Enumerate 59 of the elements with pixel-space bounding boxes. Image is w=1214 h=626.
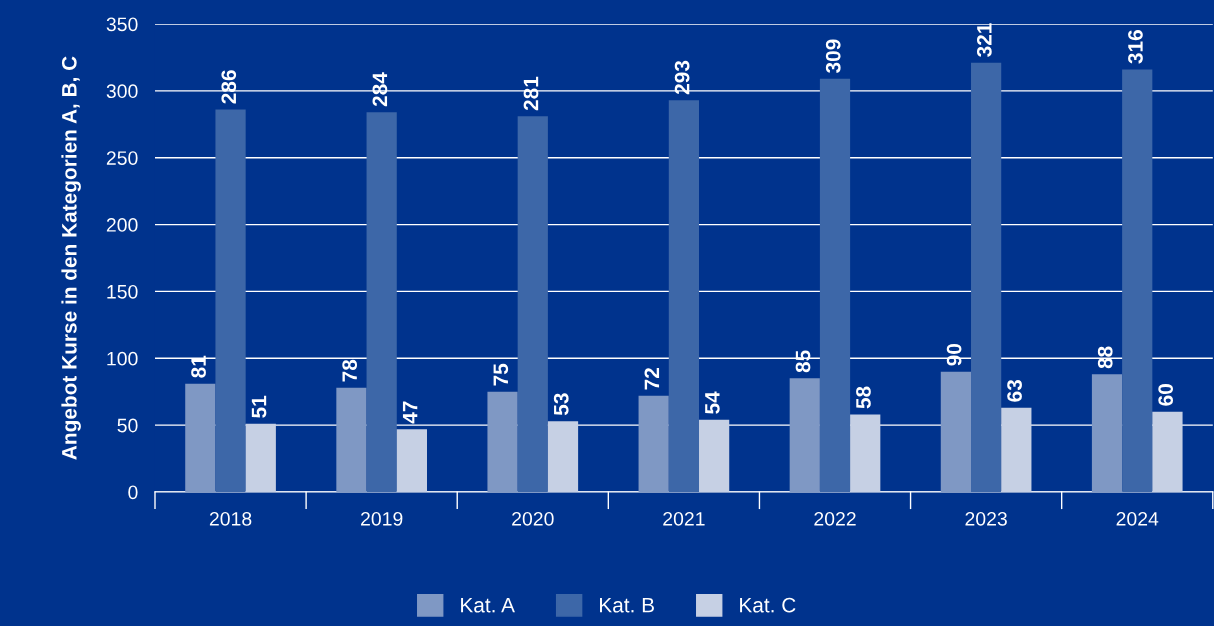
bar [1091, 374, 1123, 492]
data-label: 321 [976, 23, 992, 57]
x-tick-label: 2023 [965, 511, 1007, 526]
y-tick-label: 250 [106, 151, 138, 165]
x-tick-label: 2018 [209, 511, 252, 526]
data-label: 88 [1097, 346, 1113, 369]
bar [1152, 411, 1183, 492]
bar [185, 383, 216, 492]
bar [1122, 69, 1153, 492]
x-tick-label: 2022 [814, 511, 856, 526]
data-label: 54 [705, 391, 720, 414]
y-tick-label: 200 [106, 218, 138, 232]
bar [215, 109, 246, 492]
bar [699, 419, 730, 492]
data-label: 78 [342, 359, 358, 382]
bar [638, 395, 669, 492]
bar [789, 378, 820, 492]
data-label: 284 [372, 72, 388, 107]
data-label: 58 [856, 386, 871, 409]
bar [971, 62, 1002, 492]
x-tick-label: 2019 [361, 511, 403, 526]
data-label: 60 [1158, 384, 1174, 406]
legend-label: Kat. B [600, 597, 654, 613]
y-tick-label: 350 [106, 17, 138, 32]
data-label: 81 [191, 355, 206, 378]
x-tick-label: 2021 [663, 511, 705, 526]
y-tick-label: 50 [117, 418, 138, 433]
bar [336, 387, 367, 492]
bar [819, 78, 851, 492]
y-tick-label: 100 [107, 351, 138, 366]
bar [366, 112, 397, 492]
legend-label: Kat. A [461, 597, 515, 613]
data-label: 47 [402, 401, 418, 424]
data-label: 63 [1007, 379, 1022, 402]
y-tick-label: 300 [106, 84, 138, 99]
bar [517, 116, 548, 492]
legend-label: Kat. C [740, 597, 796, 613]
data-label: 293 [674, 60, 690, 95]
x-tick-label: 2024 [1116, 511, 1159, 526]
bar [1001, 407, 1032, 492]
data-label: 316 [1128, 30, 1143, 64]
bar [668, 100, 699, 492]
data-label: 75 [493, 363, 509, 386]
x-tick-label: 2020 [512, 511, 554, 526]
data-label: 309 [825, 39, 841, 73]
data-label: 281 [523, 76, 539, 111]
bar [850, 414, 881, 492]
y-axis-title: Angebot Kurse in den Kategorien A, B, C [61, 56, 81, 460]
bar [245, 423, 276, 492]
data-label: 53 [553, 393, 569, 416]
data-label: 286 [221, 70, 237, 104]
y-tick-label: 0 [128, 485, 138, 500]
data-label: 51 [251, 395, 267, 418]
y-tick-label: 150 [107, 284, 138, 299]
data-label: 72 [644, 368, 660, 390]
bar [396, 429, 427, 492]
bar [940, 371, 972, 492]
bar [547, 421, 579, 492]
bar [487, 391, 518, 492]
